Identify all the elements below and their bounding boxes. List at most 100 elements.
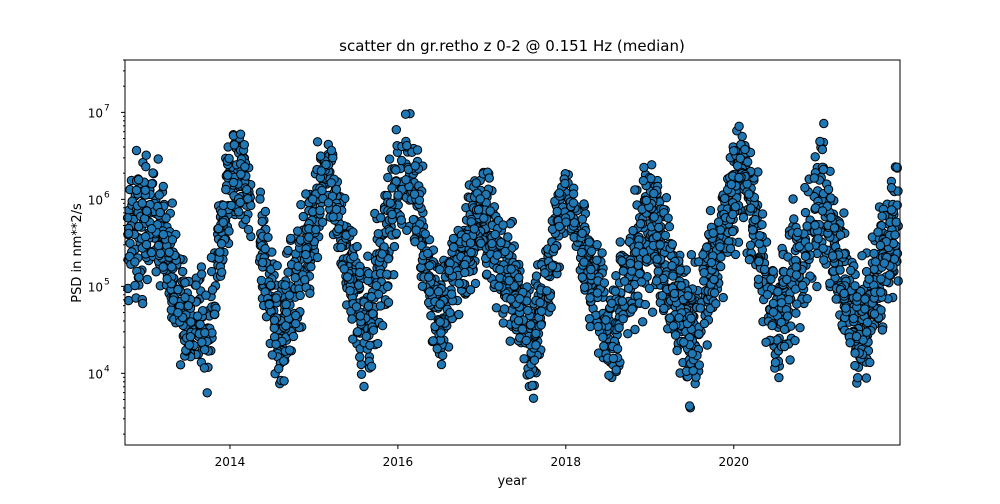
- data-point: [352, 327, 363, 337]
- data-point: [652, 231, 662, 242]
- data-point: [862, 327, 872, 337]
- data-point: [142, 206, 152, 216]
- data-point: [229, 140, 240, 150]
- data-point: [735, 153, 745, 164]
- data-point: [639, 162, 649, 173]
- data-point: [186, 317, 196, 327]
- data-point: [286, 233, 296, 244]
- data-point: [137, 198, 147, 208]
- data-point: [623, 329, 633, 339]
- data-point: [228, 177, 239, 188]
- data-point: [402, 140, 412, 151]
- data-point: [850, 281, 860, 291]
- data-point: [597, 248, 607, 258]
- data-point: [766, 274, 776, 284]
- data-point: [410, 161, 420, 171]
- data-point: [608, 353, 619, 364]
- data-point: [776, 298, 787, 308]
- data-point: [528, 393, 539, 403]
- data-point: [708, 228, 718, 238]
- data-point: [153, 154, 163, 164]
- data-point: [158, 262, 168, 272]
- data-point: [768, 298, 779, 309]
- data-point: [579, 257, 589, 267]
- data-point: [363, 301, 374, 311]
- data-point: [694, 329, 704, 339]
- data-point: [729, 146, 739, 156]
- data-point: [757, 209, 768, 219]
- data-point: [599, 278, 610, 288]
- data-point: [490, 229, 500, 240]
- data-point: [630, 324, 640, 335]
- data-point: [625, 258, 636, 269]
- data-point: [586, 264, 596, 275]
- data-point: [402, 225, 412, 236]
- data-point: [663, 213, 673, 223]
- data-point: [281, 299, 291, 310]
- data-point: [823, 184, 834, 195]
- data-point: [274, 364, 284, 374]
- data-point: [425, 261, 435, 271]
- data-point: [266, 280, 276, 290]
- data-point: [698, 250, 708, 260]
- y-tick-exponent: 6: [104, 190, 110, 200]
- data-point: [199, 363, 210, 373]
- data-point: [317, 217, 328, 227]
- data-point: [142, 274, 153, 285]
- data-point: [191, 280, 201, 290]
- data-point: [592, 288, 603, 298]
- data-point: [269, 315, 280, 325]
- data-point: [884, 270, 895, 280]
- data-point: [272, 261, 282, 271]
- data-point: [234, 207, 244, 217]
- data-point: [728, 226, 738, 237]
- data-point: [791, 270, 802, 280]
- data-point: [492, 250, 502, 260]
- data-points: [122, 109, 903, 413]
- data-point: [579, 199, 589, 209]
- data-point: [519, 354, 529, 364]
- data-point: [630, 185, 640, 195]
- data-point: [334, 224, 344, 234]
- data-point: [435, 264, 445, 275]
- data-point: [506, 264, 516, 274]
- data-point: [123, 228, 134, 239]
- data-point: [652, 254, 662, 264]
- y-tick-label: 10: [88, 193, 103, 207]
- data-point: [167, 262, 177, 272]
- data-point: [601, 315, 611, 325]
- data-point: [197, 337, 207, 347]
- data-point: [312, 137, 323, 147]
- data-point: [873, 227, 883, 237]
- data-point: [661, 193, 672, 203]
- data-point: [401, 175, 411, 185]
- data-point: [686, 313, 696, 323]
- data-point: [753, 274, 764, 284]
- data-point: [354, 280, 364, 290]
- data-point: [869, 248, 879, 259]
- data-point: [218, 217, 228, 228]
- data-point: [361, 331, 371, 342]
- data-point: [561, 217, 571, 227]
- data-point: [577, 247, 587, 258]
- data-point: [424, 287, 435, 297]
- data-point: [435, 317, 445, 327]
- data-point: [676, 281, 686, 291]
- data-point: [815, 136, 825, 147]
- data-point: [745, 240, 756, 251]
- data-point: [154, 190, 165, 200]
- data-point: [424, 272, 434, 282]
- data-point: [851, 331, 862, 342]
- data-point: [454, 278, 464, 289]
- data-point: [377, 320, 388, 331]
- data-point: [517, 324, 528, 334]
- data-point: [627, 304, 637, 314]
- data-point: [368, 325, 379, 335]
- data-point: [153, 240, 164, 251]
- data-point: [494, 281, 504, 291]
- data-point: [326, 178, 336, 188]
- data-point: [877, 325, 888, 335]
- data-point: [552, 206, 562, 217]
- data-point: [670, 330, 681, 340]
- data-point: [782, 311, 793, 321]
